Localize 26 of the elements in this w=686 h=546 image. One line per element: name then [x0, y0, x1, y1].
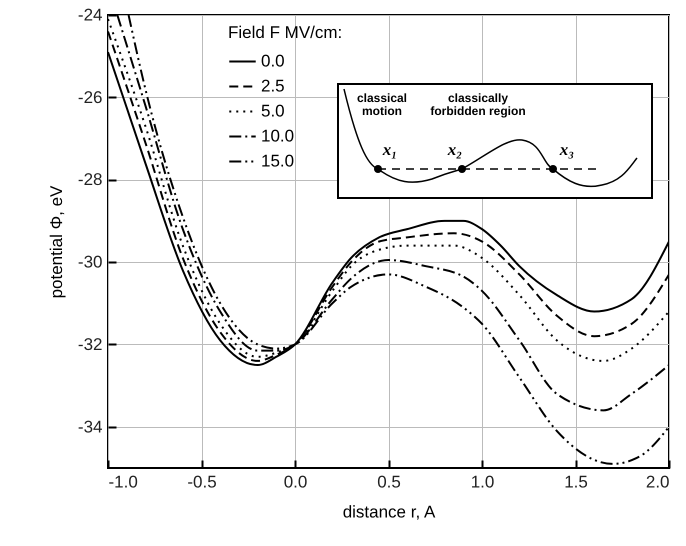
annotation: x₁ — [382, 140, 398, 159]
x-tick-label: 2.0 — [646, 472, 670, 492]
legend-label: 2.5 — [261, 76, 285, 96]
x-tick-label: 1.0 — [470, 472, 494, 492]
annotation: classical motion — [356, 91, 408, 118]
annotation: x₂ — [448, 140, 462, 159]
x-tick-label: -0.5 — [187, 472, 217, 492]
legend-label: 5.0 — [261, 102, 285, 120]
y-tick-label: -24 — [78, 6, 102, 24]
legend-title: Field F MV/cm: — [228, 23, 342, 42]
y-tick-label: -26 — [78, 88, 102, 107]
annotation: x₃ — [558, 140, 576, 160]
legend-label: 0.0 — [261, 52, 285, 70]
y-tick-label: -32 — [78, 334, 102, 354]
y-tick-label: -30 — [78, 252, 102, 272]
y-tick-label: -34 — [78, 417, 102, 436]
annotation: classically forbidden region — [429, 91, 527, 118]
y-axis-title: potential Φ, eV — [46, 184, 66, 298]
x-axis-title: distance r, A — [342, 502, 436, 522]
x-tick-label: 0.5 — [377, 472, 401, 492]
x-tick-label: 1.5 — [564, 472, 588, 492]
legend-label: 15.0 — [261, 152, 294, 170]
x-tick-label: -1.0 — [108, 472, 138, 492]
y-tick-label: -28 — [78, 170, 102, 190]
x-tick-label: 0.0 — [284, 472, 308, 492]
legend-label: 10.0 — [261, 126, 294, 146]
